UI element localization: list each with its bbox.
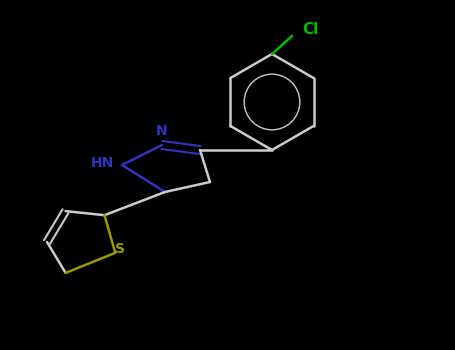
- Text: Cl: Cl: [302, 22, 318, 37]
- Text: HN: HN: [91, 156, 114, 170]
- Text: S: S: [115, 242, 125, 256]
- Text: N: N: [156, 124, 168, 138]
